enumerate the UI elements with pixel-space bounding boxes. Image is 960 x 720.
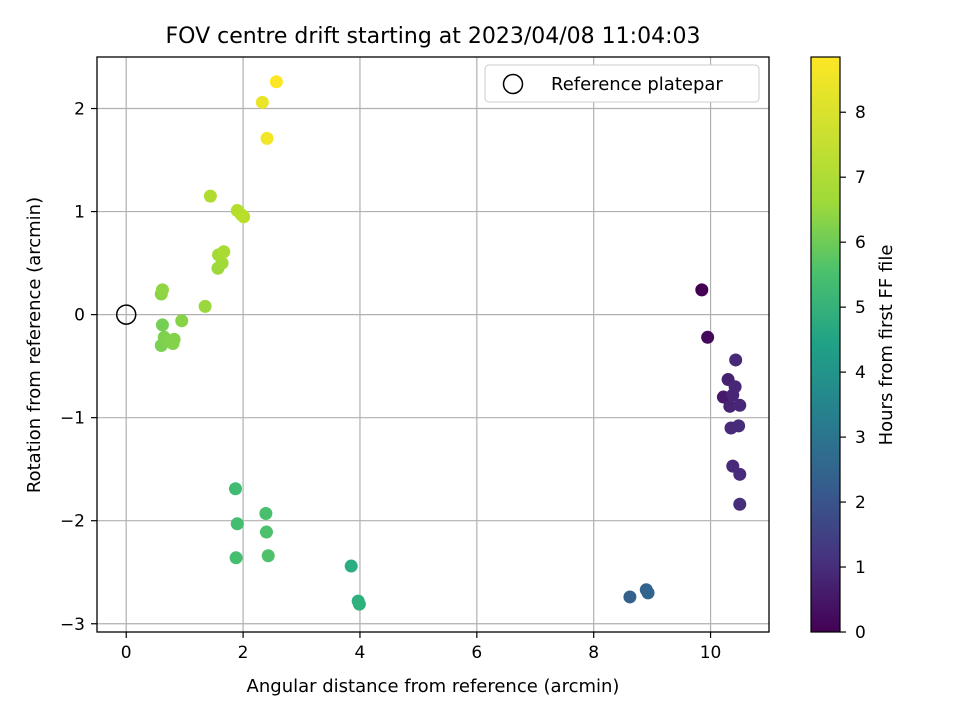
data-point <box>217 245 231 259</box>
x-tick-label: 8 <box>588 643 599 663</box>
y-tick-label: 2 <box>74 100 85 120</box>
data-point <box>261 549 275 563</box>
data-point <box>259 525 273 539</box>
x-axis-label: Angular distance from reference (arcmin) <box>247 676 620 697</box>
colorbar-tick-label: 5 <box>855 298 866 318</box>
x-tick-label: 0 <box>121 643 132 663</box>
data-point <box>259 506 273 520</box>
reference-marker-group <box>115 304 137 325</box>
data-point <box>641 586 655 600</box>
data-point <box>203 189 217 203</box>
data-point <box>728 380 742 394</box>
y-axis-ticks: −3 −2 −1 0 1 2 <box>60 100 97 635</box>
y-tick-label: −3 <box>60 615 85 635</box>
data-point <box>733 398 747 412</box>
colorbar-tick-label: 6 <box>855 233 866 253</box>
data-point <box>155 283 169 297</box>
reference-platepar-marker <box>115 304 137 325</box>
x-tick-label: 2 <box>238 643 249 663</box>
data-point <box>269 75 283 89</box>
data-point <box>229 551 243 565</box>
data-point <box>695 283 709 297</box>
data-point <box>230 517 244 531</box>
x-tick-label: 4 <box>355 643 366 663</box>
data-point <box>723 399 737 413</box>
data-point <box>701 330 715 344</box>
data-point <box>352 597 366 611</box>
colorbar-tick-label: 3 <box>855 428 866 448</box>
chart-title: FOV centre drift starting at 2023/04/08 … <box>166 24 701 49</box>
data-point <box>260 131 274 145</box>
data-point <box>167 332 181 346</box>
data-point <box>255 95 269 109</box>
x-tick-label: 6 <box>471 643 482 663</box>
data-point <box>733 467 747 481</box>
colorbar-tick-label: 4 <box>855 363 866 383</box>
data-point <box>228 482 242 496</box>
data-point <box>175 314 189 328</box>
x-axis-ticks: 0 2 4 6 8 10 <box>121 632 722 663</box>
data-point <box>237 210 251 224</box>
y-tick-label: −1 <box>60 409 85 429</box>
colorbar-tick-label: 1 <box>855 558 866 578</box>
colorbar <box>810 56 841 633</box>
colorbar-tick-label: 7 <box>855 168 866 188</box>
data-point <box>344 559 358 573</box>
data-points <box>154 75 747 611</box>
y-tick-label: 1 <box>74 203 85 223</box>
colorbar-tick-label: 0 <box>855 623 866 643</box>
y-tick-label: −2 <box>60 512 85 532</box>
data-point <box>729 353 743 367</box>
y-tick-label: 0 <box>74 306 85 326</box>
data-point <box>198 299 212 313</box>
plot-area-frame <box>96 56 770 633</box>
colorbar-label: Hours from first FF file <box>876 245 897 446</box>
colorbar-ticks: 0 1 2 3 4 5 6 7 8 <box>840 103 866 643</box>
legend-box <box>484 64 760 103</box>
legend-reference-marker <box>502 73 524 95</box>
legend: Reference platepar <box>484 64 760 103</box>
grid <box>97 57 769 632</box>
legend-entry-reference: Reference platepar <box>551 74 723 95</box>
colorbar-tick-label: 2 <box>855 493 866 513</box>
colorbar-tick-label: 8 <box>855 103 866 123</box>
y-axis-label: Rotation from reference (arcmin) <box>24 197 45 493</box>
data-point <box>155 318 169 332</box>
data-point <box>732 419 746 433</box>
data-point <box>733 497 747 511</box>
x-tick-label: 10 <box>700 643 722 663</box>
data-point <box>623 590 637 604</box>
